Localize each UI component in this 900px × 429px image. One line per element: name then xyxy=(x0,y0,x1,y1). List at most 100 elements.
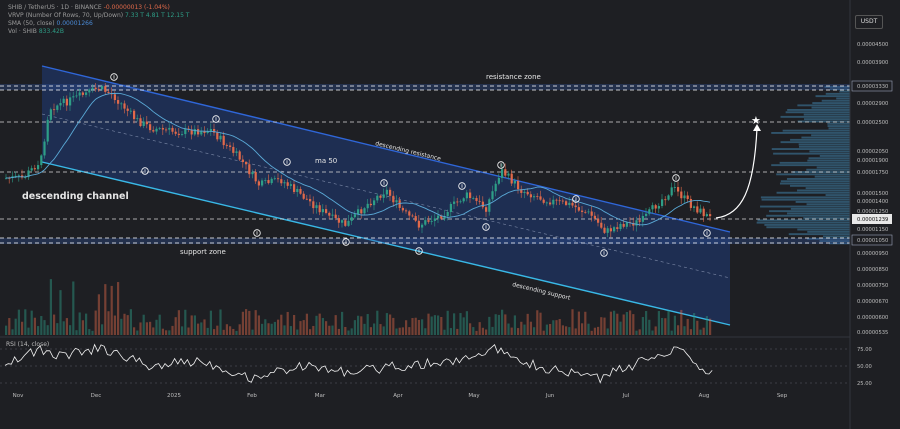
profile-bar xyxy=(798,143,850,146)
candle-body xyxy=(677,187,680,192)
candle-body xyxy=(24,177,27,178)
candle-body xyxy=(142,121,145,127)
volume-bar xyxy=(693,313,696,335)
candle-body xyxy=(661,199,664,207)
profile-bar xyxy=(825,194,850,196)
volume-bar xyxy=(373,323,376,335)
profile-bar xyxy=(808,157,850,160)
volume-bar xyxy=(315,315,318,335)
candle-body xyxy=(104,86,107,92)
profile-bar xyxy=(785,111,850,114)
candle-body xyxy=(523,191,526,193)
candle-body xyxy=(232,146,235,153)
volume-bar xyxy=(369,327,372,335)
candle-body xyxy=(539,196,542,200)
volume-bar xyxy=(264,319,267,335)
volume-bar xyxy=(171,325,174,335)
x-tick-label: Jun xyxy=(545,393,555,399)
volume-bar xyxy=(385,313,388,335)
candle-body xyxy=(305,198,308,200)
volume-bar xyxy=(219,309,222,335)
volume-bar xyxy=(606,328,609,335)
candle-body xyxy=(81,92,84,95)
volume-bar xyxy=(353,320,356,335)
volume-bar xyxy=(302,320,305,335)
volume-bar xyxy=(417,319,420,335)
candle-body xyxy=(229,145,232,147)
volume-bar xyxy=(107,311,110,335)
candle-body xyxy=(200,131,203,135)
volume-bar xyxy=(334,315,337,335)
candle-body xyxy=(107,91,110,93)
candle-body xyxy=(641,216,644,222)
volume-bar xyxy=(379,324,382,335)
candle-body xyxy=(177,133,180,135)
volume-bar xyxy=(363,323,366,335)
profile-bar xyxy=(776,191,850,194)
candle-body xyxy=(353,214,356,218)
candle-body xyxy=(561,200,564,202)
profile-bar xyxy=(764,224,850,226)
candle-body xyxy=(481,201,484,208)
volume-bar xyxy=(248,310,251,335)
vol-label: Vol · SHIB xyxy=(8,28,37,35)
volume-bar xyxy=(33,317,36,335)
volume-bar xyxy=(494,314,497,335)
candle-body xyxy=(129,110,132,112)
volume-bar xyxy=(312,325,315,335)
candle-body xyxy=(632,222,635,226)
candle-body xyxy=(133,110,136,120)
x-tick-label: Mar xyxy=(315,393,326,399)
candle-body xyxy=(376,195,379,201)
volume-bar xyxy=(43,320,46,335)
volume-bar xyxy=(360,316,363,335)
candle-body xyxy=(507,173,510,176)
profile-bar xyxy=(811,134,850,137)
candle-body xyxy=(113,94,116,101)
candle-body xyxy=(152,130,155,132)
candle-body xyxy=(299,188,302,194)
volume-bar xyxy=(53,314,56,335)
candle-body xyxy=(401,207,404,211)
volume-bar xyxy=(603,317,606,335)
volume-bar xyxy=(75,330,78,335)
volume-bar xyxy=(661,317,664,335)
candle-body xyxy=(584,211,587,213)
profile-bar xyxy=(807,230,850,233)
candle-body xyxy=(542,199,545,203)
candle-body xyxy=(645,213,648,217)
volume-bar xyxy=(632,314,635,335)
price-tick-label: 0.00002500 xyxy=(857,120,888,126)
volume-bar xyxy=(129,309,132,335)
candle-body xyxy=(251,171,254,175)
candle-body xyxy=(417,220,420,228)
candle-body xyxy=(625,222,628,227)
volume-bar xyxy=(337,328,340,335)
candle-body xyxy=(568,202,571,205)
candle-body xyxy=(62,98,65,104)
profile-bar xyxy=(776,173,850,176)
currency-selector[interactable]: USDT xyxy=(855,15,883,29)
volume-bar xyxy=(235,330,238,335)
volume-bar xyxy=(238,324,241,335)
projection-arrow xyxy=(715,127,758,219)
volume-bar xyxy=(101,324,104,335)
volume-bar xyxy=(465,311,468,335)
profile-bar xyxy=(827,125,850,127)
volume-bar xyxy=(293,314,296,335)
volume-bar xyxy=(622,314,625,335)
volume-bar xyxy=(561,325,564,335)
volume-bar xyxy=(5,325,8,335)
x-tick-label: Aug xyxy=(699,393,710,399)
x-tick-label: Dec xyxy=(91,393,102,399)
volume-bar xyxy=(225,324,228,335)
candle-body xyxy=(389,189,392,196)
volume-bar xyxy=(347,330,350,335)
volume-bar xyxy=(513,315,516,335)
candle-body xyxy=(392,195,395,203)
candle-body xyxy=(693,206,696,208)
profile-bar xyxy=(756,221,850,224)
candle-body xyxy=(270,178,273,184)
price-tick-label: 0.00001750 xyxy=(857,170,888,176)
